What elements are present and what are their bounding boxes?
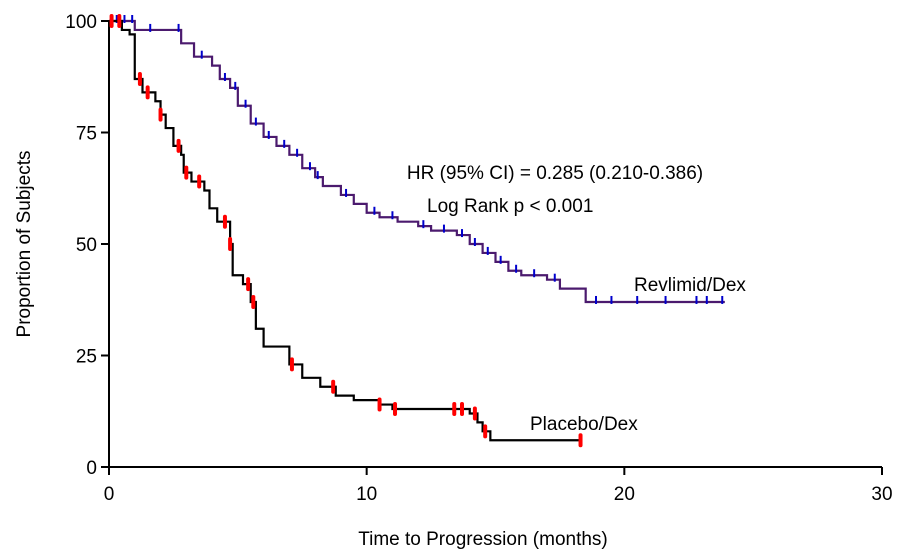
series-label: Revlimid/Dex (634, 275, 746, 296)
survival-curve (109, 19, 581, 442)
x-tick-label: 0 (104, 484, 115, 505)
y-tick-label: 50 (76, 235, 97, 256)
y-tick-label: 100 (65, 12, 97, 33)
annotation: Log Rank p < 0.001 (427, 196, 593, 217)
x-tick-label: 20 (614, 484, 635, 505)
x-axis-label: Time to Progression (months) (358, 529, 608, 550)
annotation: HR (95% CI) = 0.285 (0.210-0.386) (407, 163, 703, 184)
survival-curve (109, 19, 725, 304)
x-tick-label: 10 (356, 484, 377, 505)
series-label: Placebo/Dex (530, 414, 638, 435)
y-tick-label: 25 (76, 347, 97, 368)
y-axis-label: Proportion of Subjects (14, 151, 35, 338)
x-tick-label: 30 (871, 484, 892, 505)
y-tick-label: 75 (76, 124, 97, 145)
y-tick-label: 0 (86, 458, 97, 479)
